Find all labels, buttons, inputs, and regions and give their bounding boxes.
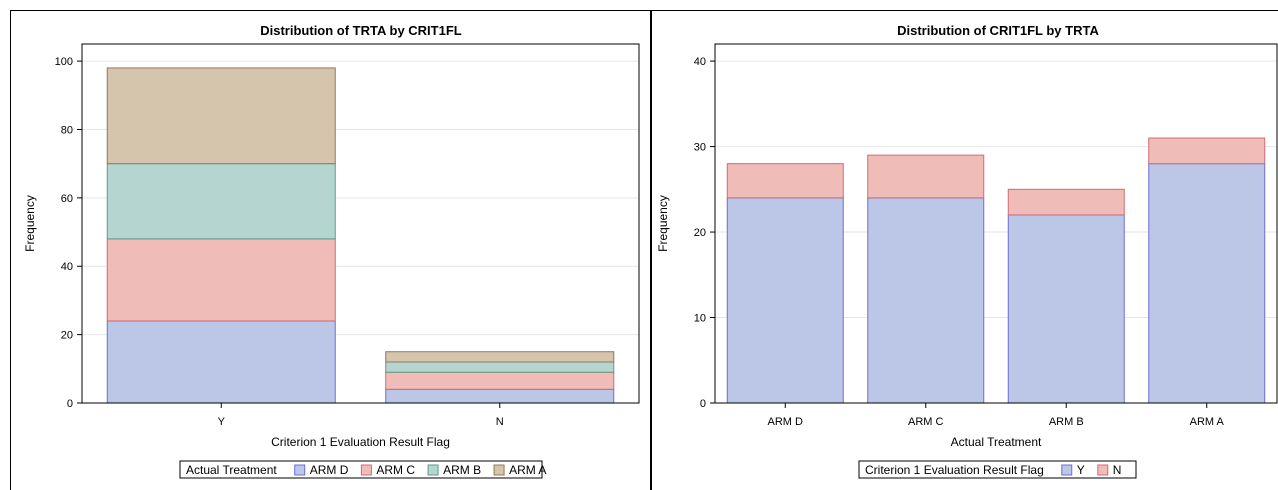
chart1-x-tick-label: Y xyxy=(218,416,226,428)
chart1-bar-arm-b-y xyxy=(106,163,336,240)
chart2-legend-entry: N xyxy=(1113,463,1122,477)
chart2-y-axis-label: Frequency xyxy=(656,195,670,252)
chart1-legend-swatch xyxy=(294,464,306,476)
chart-panel-left xyxy=(10,10,650,490)
chart1-legend-entry: ARM A xyxy=(509,463,546,477)
chart1-x-tick-label: N xyxy=(496,416,504,428)
chart1-legend-swatch xyxy=(493,464,505,476)
chart2-x-axis-label: Actual Treatment xyxy=(951,435,1042,449)
chart2-legend-swatch xyxy=(1061,464,1073,476)
chart2-bar-y-arm-a xyxy=(1148,163,1266,404)
chart1-legend-title: Actual Treatment xyxy=(186,463,277,477)
chart2-plot-area xyxy=(714,43,1278,404)
chart2-y-tick-label: 0 xyxy=(700,398,706,410)
chart2-title: Distribution of CRIT1FL by TRTA xyxy=(897,23,1099,38)
chart2-y-tick-label: 20 xyxy=(694,227,706,239)
chart2-bar-y-arm-b xyxy=(1007,214,1125,404)
chart2-bar-n-arm-c xyxy=(867,154,985,199)
chart2-bar-y-arm-c xyxy=(867,197,985,404)
chart2-y-tick-label: 40 xyxy=(694,56,706,68)
chart2-legend-entry: Y xyxy=(1077,463,1085,477)
chart1-bar-arm-b-n xyxy=(385,361,615,373)
chart2-legend-title: Criterion 1 Evaluation Result Flag xyxy=(865,463,1044,477)
chart-panel-right xyxy=(650,10,1278,490)
chart1-bar-arm-d-y xyxy=(106,320,336,404)
chart1-bar-arm-c-y xyxy=(106,238,336,322)
chart1-plot-area xyxy=(81,43,640,404)
chart2-x-tick-label: ARM A xyxy=(1190,416,1225,428)
chart1-y-axis-label: Frequency xyxy=(23,195,37,252)
chart1-legend-entry: ARM D xyxy=(310,463,349,477)
chart2-legend-swatch xyxy=(1097,464,1109,476)
chart1-legend-entry: ARM C xyxy=(376,463,415,477)
chart2-bar-n-arm-b xyxy=(1007,188,1125,216)
chart1-y-tick-label: 100 xyxy=(55,56,73,68)
chart1-title: Distribution of TRTA by CRIT1FL xyxy=(260,23,462,38)
chart1-legend-entry: ARM B xyxy=(443,463,481,477)
chart1-y-tick-label: 80 xyxy=(61,124,73,136)
chart2-y-tick-label: 10 xyxy=(694,313,706,325)
chart1-bar-arm-c-n xyxy=(385,371,615,390)
chart1-y-tick-label: 60 xyxy=(61,193,73,205)
chart1-legend-swatch xyxy=(360,464,372,476)
chart1-bar-arm-a-y xyxy=(106,67,336,165)
chart2-x-tick-label: ARM D xyxy=(768,416,804,428)
chart1-x-axis-label: Criterion 1 Evaluation Result Flag xyxy=(271,435,450,449)
chart1-bar-arm-d-n xyxy=(385,388,615,404)
chart1-y-tick-label: 20 xyxy=(61,330,73,342)
chart2-x-tick-label: ARM C xyxy=(908,416,944,428)
chart2-bar-y-arm-d xyxy=(726,197,844,404)
chart2-bar-n-arm-d xyxy=(726,163,844,199)
chart1-y-tick-label: 0 xyxy=(67,398,73,410)
chart1-legend-swatch xyxy=(427,464,439,476)
chart1-bar-arm-a-n xyxy=(385,351,615,363)
chart2-x-tick-label: ARM B xyxy=(1049,416,1084,428)
chart1-y-tick-label: 40 xyxy=(61,261,73,273)
chart2-bar-n-arm-a xyxy=(1148,137,1266,165)
chart2-y-tick-label: 30 xyxy=(694,142,706,154)
